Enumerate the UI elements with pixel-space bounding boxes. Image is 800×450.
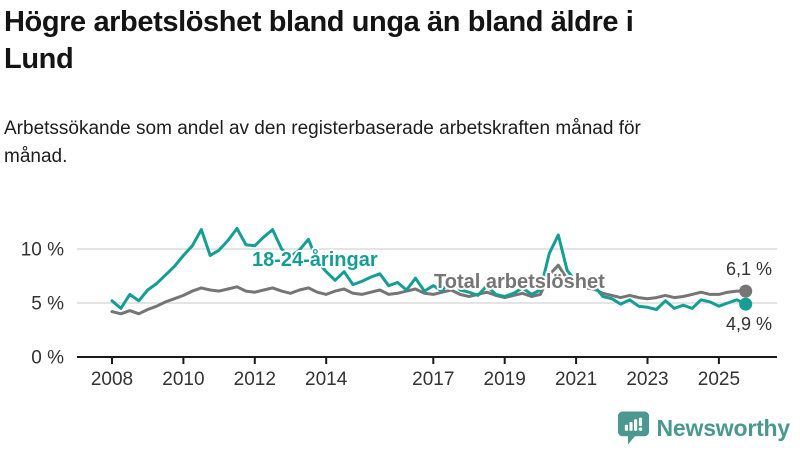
chart-subtitle: Arbetssökande som andel av den registerb… — [4, 118, 641, 167]
svg-text:10 %: 10 % — [21, 240, 64, 261]
end-value-young: 4,9 % — [725, 314, 772, 334]
svg-text:2025: 2025 — [698, 369, 740, 390]
svg-text:2010: 2010 — [162, 369, 204, 390]
svg-text:2021: 2021 — [555, 369, 597, 390]
svg-text:2008: 2008 — [91, 369, 133, 390]
newsworthy-logo[interactable]: Newsworthy — [617, 410, 790, 446]
svg-text:5 %: 5 % — [31, 294, 64, 315]
svg-text:2017: 2017 — [412, 369, 454, 390]
newsworthy-wordmark: Newsworthy — [656, 414, 791, 441]
svg-text:2023: 2023 — [626, 369, 668, 390]
series-label-total: Total arbetslöshet — [434, 271, 605, 293]
newsworthy-bubble-chart-icon — [617, 411, 649, 445]
svg-text:2012: 2012 — [234, 369, 276, 390]
end-value-total: 6,1 % — [725, 259, 772, 279]
svg-text:2019: 2019 — [484, 369, 526, 390]
svg-text:0 %: 0 % — [31, 348, 64, 369]
series-label-young: 18-24-åringar — [252, 249, 378, 271]
chart-title: Högre arbetslöshet bland unga än bland ä… — [4, 6, 634, 76]
svg-text:2014: 2014 — [305, 369, 348, 390]
